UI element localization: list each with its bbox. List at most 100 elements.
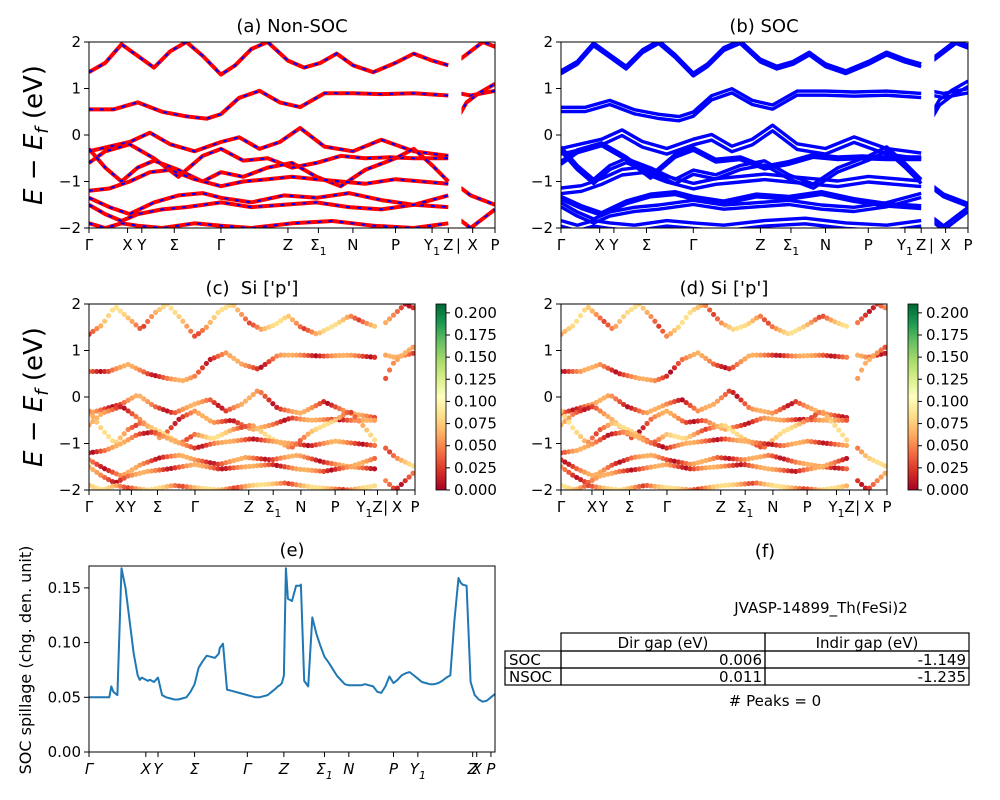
c-point	[317, 458, 323, 464]
c-point	[203, 397, 209, 403]
c-point	[207, 441, 213, 447]
c-point	[360, 441, 366, 447]
band-line-soc	[930, 210, 968, 228]
c-point	[117, 364, 123, 370]
d-point	[566, 415, 572, 421]
d-point	[804, 486, 811, 490]
c-point	[356, 412, 362, 418]
d-point	[808, 406, 814, 412]
d-point	[703, 438, 709, 444]
d-point	[777, 407, 783, 413]
d-point	[800, 439, 807, 445]
c-point	[195, 457, 202, 464]
c-point	[90, 418, 96, 425]
c-point	[203, 434, 209, 440]
d-point	[840, 483, 846, 490]
c-cbtick-label: 0.200	[454, 304, 497, 322]
e-xtick-label: X	[140, 760, 152, 778]
d-point	[589, 483, 595, 489]
d-cbtick-label: 0.100	[926, 392, 969, 410]
d-point	[769, 416, 775, 422]
table-cell	[764, 667, 970, 686]
d-point	[652, 483, 658, 489]
d-point	[769, 352, 775, 358]
c-point	[199, 458, 206, 464]
c-point	[152, 467, 159, 474]
c-point	[148, 468, 155, 474]
d-point	[628, 455, 635, 461]
d-point	[675, 434, 681, 440]
c-point	[90, 413, 96, 420]
c-point	[293, 320, 299, 326]
a-xtick-label: |	[456, 236, 461, 254]
c-point	[184, 442, 190, 449]
band-line-nonsoc	[89, 88, 449, 121]
c-point	[285, 444, 292, 450]
c-cbtick-label: 0.050	[454, 437, 497, 455]
c-point	[238, 361, 245, 367]
c-point	[94, 469, 100, 475]
d-point	[601, 472, 607, 478]
d-point	[671, 398, 678, 405]
c-point	[254, 388, 260, 394]
d-point	[777, 327, 783, 333]
band-line-nonsoc	[457, 207, 495, 228]
d-point	[781, 329, 787, 335]
c-point	[192, 457, 198, 463]
c-point	[278, 352, 284, 358]
d-point	[613, 469, 619, 475]
d-point	[843, 323, 850, 329]
d-point	[765, 320, 771, 326]
d-point	[597, 426, 603, 433]
d-point	[683, 419, 689, 426]
c-point	[270, 456, 276, 463]
c-point	[344, 314, 350, 320]
d-point	[574, 486, 580, 490]
c-point	[282, 454, 288, 461]
band-line-soc	[561, 149, 923, 190]
d-point	[738, 324, 744, 330]
c-point	[340, 439, 346, 445]
d-point	[703, 304, 709, 309]
d-point	[750, 463, 756, 469]
c-point	[360, 353, 366, 359]
d-point	[683, 465, 689, 471]
d-point	[828, 441, 834, 447]
c-point	[195, 331, 202, 337]
d-point	[714, 398, 721, 404]
c-point	[309, 484, 315, 490]
d-point	[878, 351, 884, 357]
c-point	[360, 459, 366, 465]
d-cbtick-label: 0.075	[926, 415, 969, 433]
d-point	[710, 361, 717, 367]
d-point	[777, 417, 783, 423]
d-point	[699, 438, 705, 445]
c-point	[109, 444, 116, 451]
c-point	[156, 306, 163, 313]
c-point	[410, 470, 415, 476]
panel-e-ylabel: SOC spillage (chg. den. unit)	[16, 546, 35, 775]
c-point	[117, 435, 123, 441]
c-point	[293, 466, 299, 472]
c-point	[332, 353, 339, 359]
d-point	[855, 375, 861, 381]
c-point	[301, 454, 307, 460]
c-point	[386, 481, 393, 488]
d-point	[816, 439, 822, 446]
d-point	[632, 466, 638, 473]
d-point	[570, 411, 576, 418]
c-xtick-label: Σ1	[265, 498, 281, 520]
c-point	[270, 462, 276, 468]
band-line-soc	[929, 85, 968, 121]
c-point	[141, 486, 147, 490]
c-point	[168, 437, 174, 443]
c-point	[89, 408, 92, 414]
c-point	[90, 368, 96, 375]
d-point	[699, 428, 705, 434]
d-point	[667, 444, 674, 450]
c-point	[121, 475, 127, 481]
d-point	[695, 418, 701, 424]
c-point	[356, 485, 362, 490]
d-point	[718, 483, 724, 489]
d-point	[699, 353, 705, 359]
